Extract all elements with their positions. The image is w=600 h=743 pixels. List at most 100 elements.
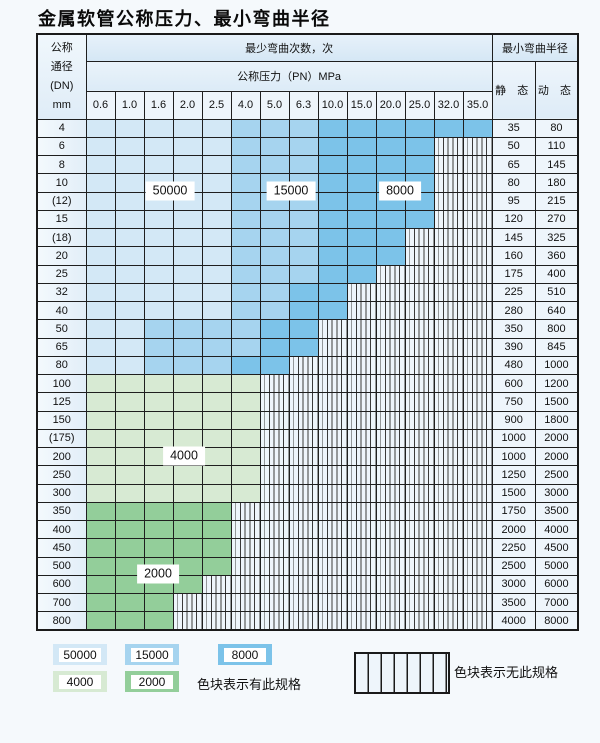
- no-spec-cell: [375, 574, 406, 595]
- no-spec-cell: [288, 410, 319, 430]
- legend-swatch: 15000: [125, 644, 179, 665]
- no-spec-cell: [346, 410, 377, 430]
- no-spec-cell: [404, 410, 435, 430]
- table-row: 125 750 1500: [36, 392, 579, 412]
- no-spec-cell: [462, 392, 493, 412]
- table-row: 80 480 1000: [36, 355, 579, 376]
- spec-cell-4000: [114, 410, 145, 430]
- spec-cell-50000: [114, 355, 145, 376]
- no-spec-cell: [404, 501, 435, 522]
- spec-cell-50000: [114, 154, 145, 175]
- no-spec-cell: [462, 538, 493, 558]
- spec-cell-8000: [404, 136, 435, 157]
- no-spec-cell: [462, 209, 493, 230]
- pressure-value-header: 15.0: [346, 90, 377, 120]
- no-spec-cell: [230, 574, 261, 595]
- no-spec-cell: [433, 428, 464, 449]
- no-spec-cell: [433, 519, 464, 540]
- no-spec-cell: [346, 611, 377, 631]
- no-spec-cell: [288, 465, 319, 485]
- dynamic-value: 110: [534, 136, 579, 157]
- spec-cell-50000: [201, 173, 232, 193]
- dynamic-value: 800: [534, 319, 579, 339]
- dynamic-value: 1500: [534, 392, 579, 412]
- spec-cell-8000: [288, 282, 319, 303]
- no-spec-cell: [288, 501, 319, 522]
- dn-value: 600: [36, 574, 87, 595]
- legend-swatch: 8000: [218, 644, 272, 665]
- table-row: 500 2500 5000: [36, 556, 579, 576]
- spec-cell-8000: [375, 246, 406, 266]
- dynamic-value: 8000: [534, 611, 579, 631]
- static-value: 80: [491, 173, 536, 193]
- table-row: 800 4000 8000: [36, 611, 579, 631]
- no-spec-cell: [346, 337, 377, 357]
- spec-cell-50000: [172, 118, 203, 138]
- spec-cell-15000: [259, 118, 290, 138]
- no-spec-cell: [462, 483, 493, 503]
- header-row-2: 公称压力（PN）MPa 静 态 动 态: [37, 60, 579, 120]
- no-spec-cell: [404, 282, 435, 303]
- spec-cell-4000: [85, 446, 116, 467]
- spec-cell-8000: [375, 154, 406, 175]
- dn-header-line: mm: [52, 98, 71, 111]
- no-spec-cell: [404, 611, 435, 631]
- no-spec-cell: [462, 501, 493, 522]
- no-spec-cell: [346, 592, 377, 613]
- no-spec-cell: [346, 300, 377, 321]
- no-spec-cell: [433, 264, 464, 284]
- no-spec-cell: [433, 154, 464, 175]
- dynamic-value: 1200: [534, 373, 579, 394]
- no-spec-cell: [462, 282, 493, 303]
- no-spec-cell: [404, 264, 435, 284]
- spec-cell-4000: [172, 465, 203, 485]
- spec-cell-8000: [346, 136, 377, 157]
- dn-value: 40: [36, 300, 87, 321]
- no-spec-cell: [404, 392, 435, 412]
- spec-cell-50000: [85, 337, 116, 357]
- static-value: 2000: [491, 519, 536, 540]
- spec-cell-4000: [201, 465, 232, 485]
- no-spec-cell: [375, 483, 406, 503]
- no-spec-cell: [288, 483, 319, 503]
- no-spec-cell: [433, 136, 464, 157]
- dynamic-value: 270: [534, 209, 579, 230]
- spec-cell-4000: [114, 373, 145, 394]
- spec-cell-4000: [114, 392, 145, 412]
- pressure-value-header: 0.6: [85, 90, 116, 120]
- spec-cell-8000: [317, 154, 348, 175]
- spec-cell-50000: [172, 154, 203, 175]
- spec-cell-4000: [85, 465, 116, 485]
- static-header: 静 态: [491, 60, 536, 120]
- dn-value: 4: [36, 118, 87, 138]
- spec-cell-8000: [317, 282, 348, 303]
- no-spec-cell: [404, 246, 435, 266]
- spec-cell-50000: [85, 300, 116, 321]
- pressure-value-header: 20.0: [375, 90, 406, 120]
- no-spec-cell: [433, 538, 464, 558]
- table-row: 350 1750 3500: [36, 501, 579, 522]
- dn-value: 25: [36, 264, 87, 284]
- no-spec-cell: [375, 592, 406, 613]
- dn-value: 700: [36, 592, 87, 613]
- no-spec-cell: [433, 465, 464, 485]
- no-spec-cell: [259, 611, 290, 631]
- no-spec-cell: [201, 611, 232, 631]
- spec-cell-50000: [114, 173, 145, 193]
- dynamic-value: 80: [534, 118, 579, 138]
- table-row: 20 160 360: [36, 246, 579, 266]
- no-spec-cell: [317, 611, 348, 631]
- spec-cell-50000: [172, 136, 203, 157]
- no-spec-cell: [462, 446, 493, 467]
- spec-cell-8000: [317, 173, 348, 193]
- no-spec-cell: [201, 574, 232, 595]
- spec-cell-8000: [259, 355, 290, 376]
- no-spec-cell: [462, 519, 493, 540]
- no-spec-cell: [346, 355, 377, 376]
- spec-cell-4000: [172, 483, 203, 503]
- table-row: (18) 145 325: [36, 227, 579, 248]
- static-value: 600: [491, 373, 536, 394]
- spec-cell-8000: [404, 118, 435, 138]
- no-spec-cell: [404, 319, 435, 339]
- spec-cell-50000: [201, 136, 232, 157]
